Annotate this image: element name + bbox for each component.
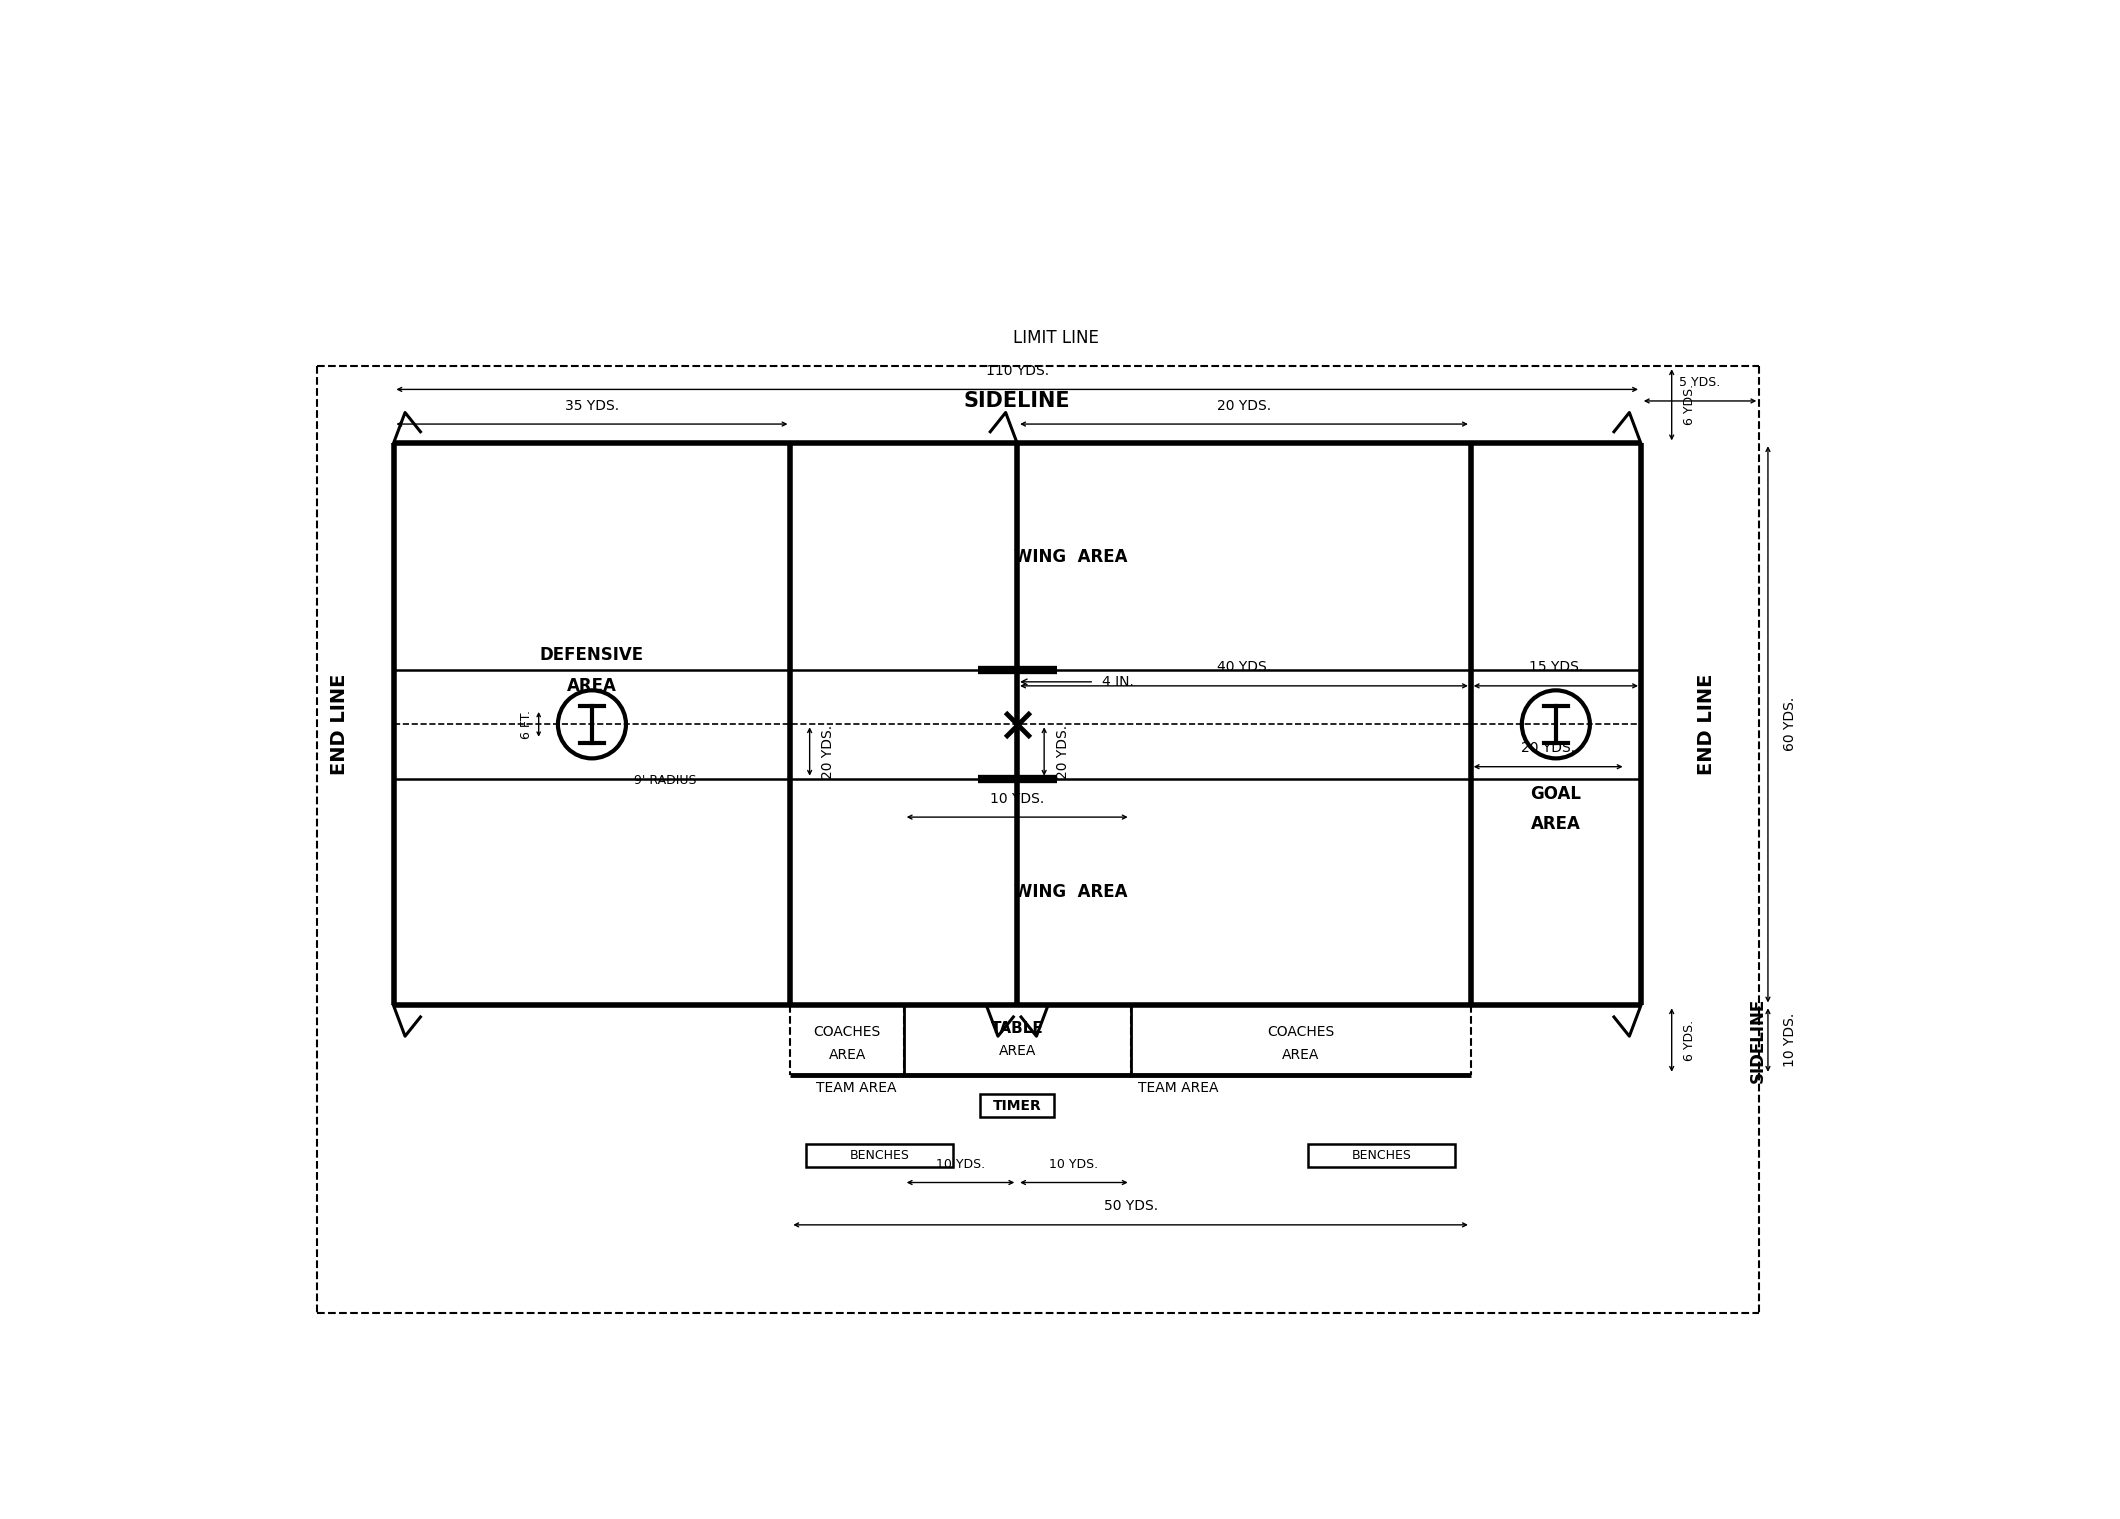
Text: COACHES: COACHES xyxy=(814,1025,880,1039)
Text: TABLE: TABLE xyxy=(990,1021,1043,1036)
Text: BENCHES: BENCHES xyxy=(850,1148,909,1162)
Bar xyxy=(979,1094,1054,1116)
Text: 10 YDS.: 10 YDS. xyxy=(935,1157,986,1171)
Text: 20 YDS.: 20 YDS. xyxy=(1520,741,1575,755)
Text: WING  AREA: WING AREA xyxy=(1013,883,1128,901)
Text: 20 YDS.: 20 YDS. xyxy=(1217,398,1272,413)
Text: AREA: AREA xyxy=(1283,1048,1319,1062)
Text: 10 YDS.: 10 YDS. xyxy=(1049,1157,1098,1171)
Text: 4 IN.: 4 IN. xyxy=(1102,674,1134,688)
Text: END LINE: END LINE xyxy=(331,673,350,775)
Text: 50 YDS.: 50 YDS. xyxy=(1105,1200,1158,1214)
Text: LIMIT LINE: LIMIT LINE xyxy=(1013,330,1098,346)
Text: SIDELINE: SIDELINE xyxy=(965,390,1071,412)
Text: 20 YDS.: 20 YDS. xyxy=(820,725,835,779)
Text: COACHES: COACHES xyxy=(1268,1025,1333,1039)
Text: TEAM AREA: TEAM AREA xyxy=(1138,1082,1219,1095)
Text: 15 YDS.: 15 YDS. xyxy=(1529,661,1584,674)
Text: WING  AREA: WING AREA xyxy=(1013,548,1128,565)
Text: 9' RADIUS: 9' RADIUS xyxy=(634,773,695,787)
Text: AREA: AREA xyxy=(1531,816,1582,834)
Text: TIMER: TIMER xyxy=(992,1098,1041,1112)
Text: END LINE: END LINE xyxy=(1696,673,1715,775)
Text: 110 YDS.: 110 YDS. xyxy=(986,365,1049,378)
Text: AREA: AREA xyxy=(999,1044,1037,1057)
Text: GOAL: GOAL xyxy=(1531,785,1582,802)
Text: 60 YDS.: 60 YDS. xyxy=(1783,697,1798,752)
Text: 10 YDS.: 10 YDS. xyxy=(990,791,1045,805)
Text: DEFENSIVE: DEFENSIVE xyxy=(541,646,644,664)
Bar xyxy=(806,1144,954,1167)
Text: 10 YDS.: 10 YDS. xyxy=(1783,1013,1798,1068)
Text: 5 YDS.: 5 YDS. xyxy=(1679,377,1721,389)
Text: TEAM AREA: TEAM AREA xyxy=(816,1082,897,1095)
Text: 6 YDS.: 6 YDS. xyxy=(1683,1019,1696,1060)
Text: AREA: AREA xyxy=(566,677,617,694)
Text: 6 YDS.: 6 YDS. xyxy=(1683,384,1696,425)
Text: 20 YDS.: 20 YDS. xyxy=(1056,725,1071,779)
Text: BENCHES: BENCHES xyxy=(1353,1148,1412,1162)
Text: AREA: AREA xyxy=(829,1048,865,1062)
Text: SIDELINE: SIDELINE xyxy=(1749,998,1766,1083)
Text: 40 YDS.: 40 YDS. xyxy=(1217,661,1272,674)
Text: 6 FT.: 6 FT. xyxy=(519,709,532,738)
Bar xyxy=(1308,1144,1456,1167)
Text: 35 YDS.: 35 YDS. xyxy=(564,398,619,413)
